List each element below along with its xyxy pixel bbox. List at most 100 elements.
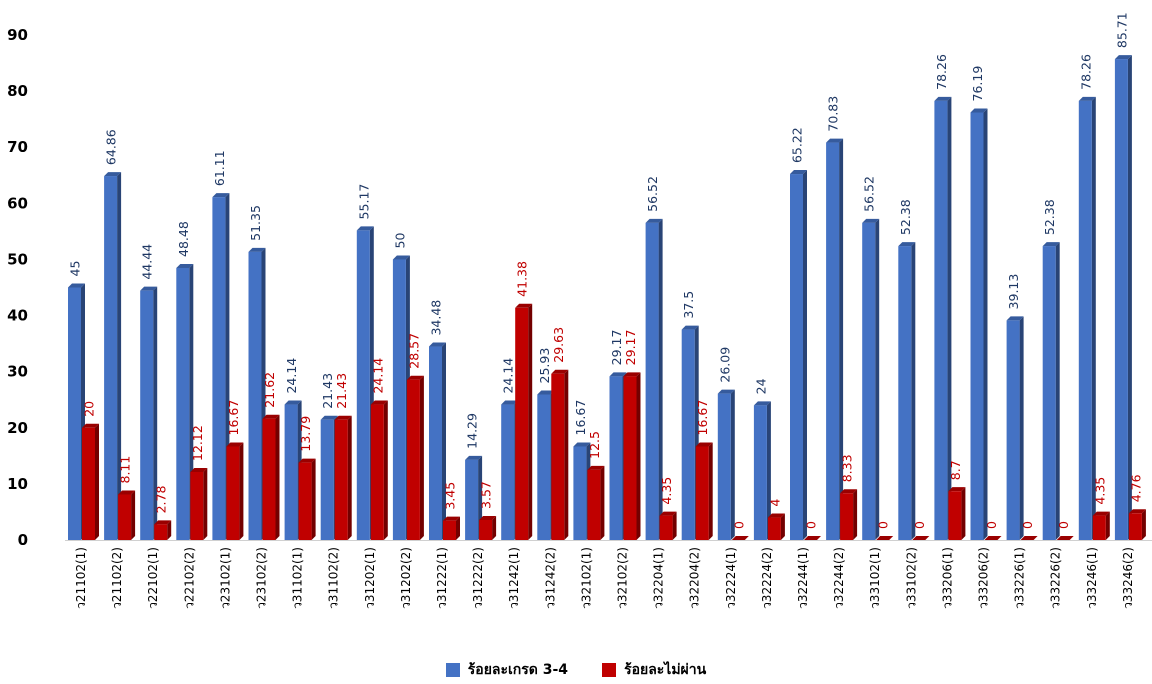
data-label-grade-3-4: 25.93 <box>537 348 552 384</box>
bar-grade-3-4 <box>1114 55 1132 541</box>
legend-item-fail: ร้อยละไม่ผ่าน <box>602 659 706 681</box>
bar-fail <box>840 489 858 540</box>
legend-swatch-red <box>602 663 617 677</box>
y-tick-label: 0 <box>18 531 28 549</box>
bar-grade-3-4 <box>645 218 663 541</box>
bar-grade-3-4-top <box>970 108 988 113</box>
bar-grade-3-4-top <box>790 170 807 175</box>
data-label-fail: 16.67 <box>226 400 241 436</box>
bar-grade-3-4-front <box>104 176 118 540</box>
data-label-fail: 12.12 <box>190 425 205 461</box>
bar-fail-top <box>479 515 497 520</box>
bar-grade-3-4-top <box>392 255 410 260</box>
bar-grade-3-4-front <box>862 222 876 541</box>
data-label-grade-3-4: 14.29 <box>465 413 480 449</box>
data-label-fail: 0 <box>1056 521 1071 529</box>
bar-fail-top <box>154 520 172 525</box>
bar-grade-3-4-top <box>934 96 952 101</box>
bar-fail-side <box>636 372 641 540</box>
bar-grade-3-4-side <box>153 286 158 540</box>
bar-fail-front <box>334 419 348 540</box>
bar-fail-front <box>118 494 132 540</box>
bar-fail-front <box>1092 515 1106 540</box>
bar-fail-top <box>695 442 713 447</box>
bar-grade-3-4-top <box>68 283 85 288</box>
x-tick-label: ว31242(1) <box>507 547 521 609</box>
bar-fail <box>804 536 821 540</box>
data-label-fail: 29.63 <box>551 327 566 363</box>
data-label-grade-3-4: 37.5 <box>681 291 696 319</box>
bar-fail-top <box>587 465 605 470</box>
bar-grade-3-4 <box>753 401 771 540</box>
data-label-grade-3-4: 52.38 <box>1042 199 1057 235</box>
bar-fail-front <box>551 373 565 540</box>
bar-grade-3-4-front <box>140 290 154 540</box>
bar-fail-top <box>767 513 785 518</box>
data-label-fail: 0 <box>984 521 999 529</box>
bar-fail-side <box>1141 509 1146 540</box>
bar-grade-3-4-front <box>465 459 479 540</box>
x-tick-label: ว21102(2) <box>110 547 124 609</box>
bar-fail-side <box>95 423 99 540</box>
bar-fail-side <box>564 369 569 540</box>
bar-grade-3-4-top <box>320 415 338 420</box>
bar-grade-3-4 <box>934 96 952 540</box>
bar-fail-side <box>492 515 497 540</box>
data-label-fail: 28.57 <box>406 333 421 369</box>
bar-grade-3-4-side <box>803 170 807 540</box>
data-label-fail: 20 <box>82 401 97 417</box>
data-label-grade-3-4: 78.26 <box>934 54 949 90</box>
bar-grade-3-4-top <box>681 325 699 330</box>
data-label-fail: 12.5 <box>587 431 602 459</box>
bar-fail-front <box>515 307 529 540</box>
data-label-grade-3-4: 21.43 <box>320 373 335 409</box>
bar-fail-top <box>1056 536 1074 540</box>
bar-fail-top <box>731 536 749 540</box>
bar-grade-3-4-side <box>947 96 952 540</box>
bar-grade-3-4-top <box>1078 96 1096 101</box>
bar-fail-front <box>479 519 493 540</box>
data-label-grade-3-4: 16.67 <box>573 400 588 436</box>
x-tick-label: ว22102(1) <box>146 547 160 609</box>
data-label-fail: 4 <box>767 499 782 507</box>
bar-grade-3-4 <box>862 218 880 541</box>
bar-grade-3-4-front <box>284 404 298 540</box>
bar-fail <box>1056 536 1074 540</box>
bar-grade-3-4-top <box>1114 55 1132 60</box>
bar-grade-3-4-front <box>1006 320 1020 540</box>
x-tick-label: ว31202(2) <box>399 547 413 609</box>
data-label-grade-3-4: 65.22 <box>790 127 805 163</box>
bar-grade-3-4-top <box>212 193 230 198</box>
x-tick-label: ว31222(1) <box>435 547 449 609</box>
bar-grade-3-4-top <box>140 286 158 291</box>
bar-fail-side <box>1105 511 1110 540</box>
data-label-grade-3-4: 24 <box>753 378 768 394</box>
bar-grade-3-4-top <box>645 218 663 223</box>
x-tick-label: ว33246(2) <box>1121 547 1135 609</box>
bar-grade-3-4 <box>140 286 158 540</box>
bar-fail-top <box>840 489 858 494</box>
bar-fail-top <box>984 536 1002 540</box>
bar-grade-3-4-top <box>1006 316 1024 321</box>
x-tick-label: ว32224(2) <box>760 547 774 609</box>
bar-fail <box>912 536 930 540</box>
data-label-grade-3-4: 61.11 <box>212 150 227 186</box>
bar-fail-side <box>961 487 966 540</box>
bar-fail-side <box>167 520 172 540</box>
bar-grade-3-4 <box>429 342 446 540</box>
data-label-fail: 16.67 <box>695 400 710 436</box>
bar-grade-3-4-side <box>766 401 771 540</box>
bar-grade-3-4-front <box>68 287 81 540</box>
bar-chart: 01020304050607080904520ว21102(1)64.868.1… <box>7 12 1152 609</box>
bar-fail <box>695 442 713 540</box>
bar-fail-side <box>383 400 388 540</box>
x-tick-label: ว32102(2) <box>616 547 630 609</box>
bar-fail-top <box>406 375 424 380</box>
data-label-fail: 4.35 <box>659 477 674 505</box>
bar-fail <box>154 520 172 540</box>
data-label-grade-3-4: 39.13 <box>1006 274 1021 310</box>
bar-fail <box>298 458 316 540</box>
bar-fail <box>515 303 533 540</box>
x-tick-label: ว32102(1) <box>579 547 593 609</box>
bar-grade-3-4 <box>176 263 194 540</box>
